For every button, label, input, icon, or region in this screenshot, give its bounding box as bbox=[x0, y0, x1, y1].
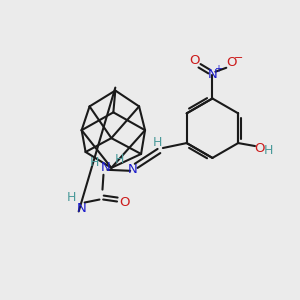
Text: H: H bbox=[115, 153, 124, 167]
Text: −: − bbox=[233, 53, 243, 63]
Text: H: H bbox=[152, 136, 162, 148]
Text: O: O bbox=[255, 142, 265, 154]
Text: N: N bbox=[127, 163, 137, 176]
Text: N: N bbox=[100, 161, 110, 174]
Text: N: N bbox=[77, 202, 86, 215]
Text: +: + bbox=[214, 64, 222, 74]
Text: H: H bbox=[67, 191, 76, 204]
Text: H: H bbox=[90, 156, 99, 170]
Text: O: O bbox=[119, 196, 130, 209]
Text: O: O bbox=[226, 56, 236, 69]
Text: H: H bbox=[264, 145, 274, 158]
Text: O: O bbox=[189, 54, 200, 67]
Text: N: N bbox=[208, 68, 217, 81]
